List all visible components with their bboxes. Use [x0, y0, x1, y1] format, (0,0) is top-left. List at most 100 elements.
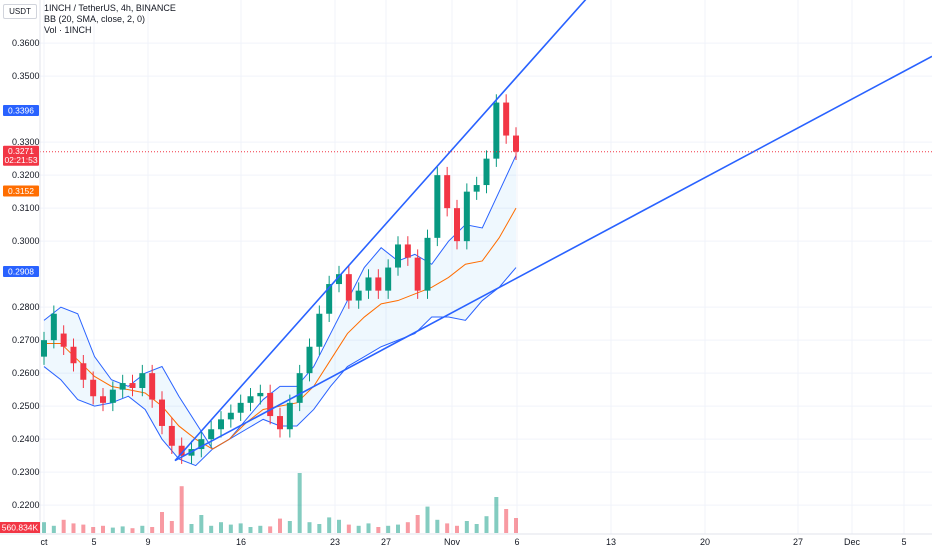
- candle-body: [473, 185, 480, 192]
- volume-bar: [396, 524, 400, 533]
- candle-body: [483, 158, 490, 186]
- x-tick-label: 9: [145, 537, 150, 547]
- candle-body: [306, 346, 313, 374]
- candle-body: [218, 419, 224, 430]
- candle-body: [267, 392, 274, 417]
- price-tag: [3, 185, 39, 197]
- volume-bar: [258, 525, 263, 533]
- candle-body: [365, 277, 372, 291]
- trendlines: [40, 0, 932, 462]
- volume-bar: [219, 522, 223, 533]
- y-tick-label: 0.2400: [12, 434, 40, 444]
- volume-bar: [415, 515, 420, 533]
- x-tick-label: 20: [700, 537, 710, 547]
- candle-body: [159, 399, 165, 426]
- x-tick-label: 16: [236, 537, 246, 547]
- y-tick-label: 0.2500: [12, 401, 40, 411]
- volume-bar: [327, 517, 332, 533]
- price-tag: [3, 145, 39, 166]
- y-tick-label: 0.3000: [12, 236, 40, 246]
- candle-body: [424, 237, 431, 291]
- x-tick-label: 6: [514, 537, 519, 547]
- candle-body: [286, 402, 293, 430]
- volume-bar: [238, 523, 243, 533]
- x-tick-label: Dec: [844, 537, 861, 547]
- volume-bar: [189, 524, 194, 533]
- volume-bar: [474, 524, 479, 533]
- volume-bar: [484, 516, 489, 533]
- candle-body: [503, 102, 510, 136]
- symbol-title[interactable]: 1INCH / TetherUS, 4h, BINANCE: [44, 3, 176, 13]
- price-tag-label: 0.3152: [8, 186, 34, 196]
- x-tick-label: Nov: [444, 537, 461, 547]
- volume-bar: [435, 519, 440, 533]
- candle-body: [208, 429, 215, 440]
- y-tick-label: 0.3200: [12, 170, 40, 180]
- volume-tag-label: 560.834K: [2, 523, 39, 533]
- candle-body: [247, 396, 254, 403]
- volume-bar: [130, 528, 135, 533]
- candle-body: [60, 333, 67, 347]
- candle-body: [296, 373, 303, 403]
- price-tag-label: 0.3271: [8, 146, 34, 156]
- volume-bar: [376, 527, 381, 533]
- volume-bars: [42, 473, 518, 533]
- volume-bar: [445, 523, 450, 533]
- candle-body: [149, 373, 156, 400]
- candle-body: [404, 244, 411, 258]
- candle-body: [326, 284, 333, 314]
- bb-fill: [44, 155, 516, 466]
- volume-bar: [337, 519, 341, 533]
- y-tick-label: 0.3600: [12, 38, 40, 48]
- volume-bar: [287, 521, 292, 533]
- volume-bar: [405, 522, 410, 533]
- volume-bar: [366, 523, 371, 533]
- volume-bar: [42, 522, 46, 533]
- volume-bar: [494, 497, 499, 533]
- y-tick-label: 0.3500: [12, 71, 40, 81]
- volume-bar: [268, 526, 273, 533]
- upper-trendline: [174, 0, 587, 462]
- volume-bar: [297, 473, 302, 533]
- candle-body: [109, 389, 116, 403]
- x-tick-label: 13: [606, 537, 616, 547]
- volume-bar: [209, 525, 214, 533]
- volume-bar: [91, 527, 96, 533]
- candle-body: [385, 267, 392, 291]
- x-tick-label: 27: [381, 537, 391, 547]
- volume-bar: [140, 525, 145, 533]
- volume-bar: [120, 526, 125, 533]
- volume-bar: [51, 525, 56, 533]
- candle-body: [513, 135, 519, 152]
- candle-body: [168, 425, 175, 446]
- x-tick-label: 5: [901, 537, 906, 547]
- volume-bar: [228, 524, 233, 533]
- candle-body: [463, 191, 470, 242]
- volume-bar: [160, 512, 164, 533]
- volume-bar: [455, 525, 459, 533]
- volume-bar: [110, 527, 115, 533]
- lower-trendline: [174, 55, 932, 462]
- volume-bar: [425, 506, 430, 533]
- currency-button[interactable]: USDT: [3, 4, 37, 19]
- y-tick-label: 0.2300: [12, 467, 40, 477]
- volume-bar: [514, 518, 518, 533]
- candle-body: [139, 373, 146, 388]
- bb-indicator-label[interactable]: BB (20, SMA, close, 2, 0): [44, 14, 146, 24]
- price-tag: [3, 266, 39, 278]
- x-tick-label: 27: [793, 537, 803, 547]
- candle-body: [345, 274, 352, 301]
- x-tick-label: 23: [330, 537, 340, 547]
- price-tag-label: 0.3396: [8, 105, 34, 115]
- candle-body: [237, 402, 244, 413]
- y-tick-label: 0.2600: [12, 368, 40, 378]
- candle-body: [119, 383, 126, 390]
- volume-bar: [101, 525, 105, 533]
- volume-bar: [61, 519, 66, 533]
- volume-indicator-label[interactable]: Vol · 1INCH: [44, 25, 92, 35]
- volume-bar: [248, 527, 253, 533]
